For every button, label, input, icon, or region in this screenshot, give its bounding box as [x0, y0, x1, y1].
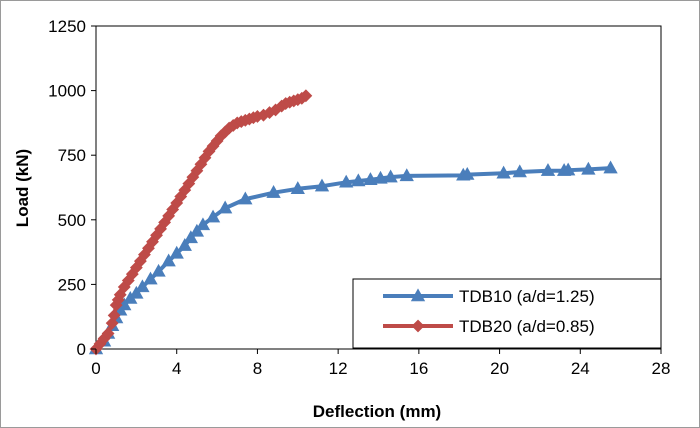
data-point — [561, 162, 576, 176]
y-axis-title: Load (kN) — [13, 149, 32, 227]
data-point — [143, 271, 158, 285]
x-tick-label: 28 — [652, 359, 671, 378]
y-tick-label: 750 — [58, 146, 86, 165]
data-point — [107, 308, 121, 322]
data-point — [363, 172, 378, 185]
data-point — [299, 89, 313, 103]
data-point — [460, 166, 475, 180]
data-point — [195, 217, 211, 231]
legend-marker — [410, 288, 426, 302]
series-layer — [88, 89, 618, 356]
series-tdb10 — [88, 160, 618, 355]
y-tick-label: 1250 — [48, 17, 86, 36]
series-tdb20 — [89, 89, 313, 356]
data-point — [129, 285, 144, 299]
data-point — [177, 238, 192, 251]
data-point — [161, 253, 176, 267]
x-tick-label: 12 — [329, 359, 348, 378]
data-point — [540, 163, 556, 176]
data-point — [351, 173, 366, 187]
x-tick-label: 20 — [490, 359, 509, 378]
data-point — [217, 200, 233, 214]
data-point — [399, 168, 414, 182]
x-axis-title: Deflection (mm) — [313, 402, 441, 421]
x-tick-label: 8 — [253, 359, 262, 378]
legend-label-tdb10: TDB10 (a/d=1.25) — [459, 287, 595, 306]
data-point — [169, 245, 184, 259]
x-tick-label: 4 — [172, 359, 181, 378]
data-point — [581, 161, 596, 175]
data-point — [205, 209, 221, 223]
y-tick-label: 0 — [77, 340, 86, 359]
y-tick-label: 1000 — [48, 82, 86, 101]
data-point — [101, 327, 115, 340]
plot-frame — [95, 25, 662, 350]
x-tick-label: 16 — [409, 359, 428, 378]
y-tick-label: 500 — [58, 211, 86, 230]
data-point — [135, 279, 150, 293]
x-tick-label: 0 — [91, 359, 100, 378]
legend-items — [383, 288, 453, 333]
data-point — [266, 185, 281, 198]
data-point — [496, 165, 511, 179]
legend: TDB10 (a/d=1.25) TDB20 (a/d=0.85) — [352, 278, 662, 349]
legend-box — [352, 278, 662, 349]
data-point — [339, 174, 354, 188]
data-point — [151, 263, 166, 277]
data-point — [383, 169, 398, 183]
data-point — [189, 223, 205, 237]
axes: 0 250 500 750 1000 1250 0 4 8 12 16 20 24 28 — [48, 17, 670, 378]
legend-marker — [411, 319, 425, 333]
y-tick-label: 250 — [58, 275, 86, 294]
data-point — [603, 160, 618, 174]
data-point — [314, 178, 330, 192]
data-point — [290, 181, 305, 194]
data-point — [373, 170, 388, 184]
data-point — [512, 164, 527, 178]
data-point — [238, 191, 253, 205]
legend-label-tdb20: TDB20 (a/d=0.85) — [459, 317, 595, 336]
plot-area — [95, 25, 662, 350]
x-tick-label: 24 — [571, 359, 590, 378]
data-point — [183, 230, 199, 244]
